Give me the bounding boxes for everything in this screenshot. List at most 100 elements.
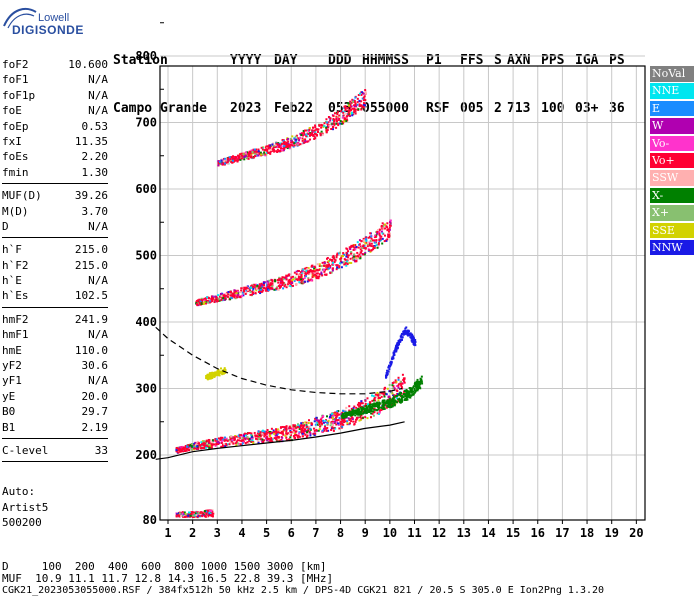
- param-label: foEp: [2, 119, 29, 133]
- y-tick-label: 500: [135, 249, 157, 263]
- echo-point: [325, 429, 328, 432]
- echo-point: [264, 281, 267, 284]
- echo-point: [245, 434, 248, 437]
- echo-point: [356, 241, 359, 244]
- echo-point: [195, 514, 198, 517]
- echo-point: [197, 304, 200, 307]
- echo-point: [197, 440, 200, 443]
- echo-point: [201, 440, 204, 443]
- echo-point: [261, 429, 264, 432]
- echo-point: [329, 258, 332, 261]
- echo-point: [356, 408, 359, 411]
- echo-point: [214, 444, 217, 447]
- echo-point: [290, 276, 293, 279]
- params-group-muf: MUF(D) 39.26 M(D) 3.70 D N/A: [2, 188, 108, 234]
- echo-point: [250, 432, 253, 435]
- echo-point: [257, 154, 260, 157]
- echo-point: [395, 395, 398, 398]
- echo-point: [211, 297, 214, 300]
- echo-point: [368, 405, 371, 408]
- echo-point: [294, 436, 297, 439]
- echo-point: [298, 425, 301, 428]
- echo-point: [194, 441, 197, 444]
- echo-point: [268, 437, 271, 440]
- echo-point: [368, 243, 371, 246]
- param-value: N/A: [88, 104, 108, 118]
- echo-point: [229, 298, 232, 301]
- echo-point: [237, 291, 240, 294]
- echo-point: [337, 419, 340, 422]
- echo-point: [311, 423, 314, 426]
- echo-point: [354, 414, 357, 417]
- echo-point: [242, 294, 245, 297]
- header-value: Campo Grande: [113, 101, 207, 116]
- echo-point: [253, 155, 256, 158]
- echo-point: [400, 334, 403, 337]
- echo-point: [196, 516, 199, 519]
- echo-point: [291, 428, 294, 431]
- echo-point: [369, 408, 372, 411]
- echo-point: [246, 441, 249, 444]
- echo-point: [244, 292, 247, 295]
- param-value: 3.70: [81, 204, 109, 218]
- echo-point: [227, 293, 230, 296]
- echo-point: [314, 423, 317, 426]
- echo-point: [257, 150, 260, 153]
- params-divider: [2, 461, 108, 463]
- echo-point: [223, 159, 226, 162]
- echo-point: [356, 101, 359, 104]
- echo-point: [318, 265, 321, 268]
- echo-point: [345, 251, 348, 254]
- echo-point: [235, 159, 238, 162]
- echo-point: [304, 421, 307, 424]
- echo-point: [282, 139, 285, 142]
- echo-point: [399, 339, 402, 342]
- header-label: AXN: [507, 53, 531, 68]
- echo-point: [201, 511, 204, 514]
- echo-point: [193, 514, 196, 517]
- echo-point: [364, 238, 367, 241]
- echo-point: [348, 246, 351, 249]
- echo-point: [400, 338, 403, 341]
- echo-point: [259, 287, 262, 290]
- echo-point: [187, 444, 190, 447]
- echo-point: [397, 339, 400, 342]
- echo-point: [202, 514, 205, 517]
- echo-point: [272, 429, 275, 432]
- echo-point: [316, 130, 319, 133]
- echo-point: [364, 89, 367, 92]
- echo-point: [368, 241, 371, 244]
- echo-point: [348, 422, 351, 425]
- echo-point: [356, 103, 359, 106]
- echo-point: [267, 439, 270, 442]
- echo-point: [177, 451, 180, 454]
- echo-point: [311, 275, 314, 278]
- echo-point: [320, 273, 323, 276]
- echo-point: [237, 159, 240, 162]
- echo-point: [276, 431, 279, 434]
- header-value: RSF: [426, 101, 450, 116]
- param-value: 0.53: [81, 119, 109, 133]
- echo-point: [215, 442, 218, 445]
- echo-point: [351, 98, 354, 101]
- echo-point: [229, 441, 232, 444]
- echo-point: [395, 389, 398, 392]
- echo-point: [375, 396, 378, 399]
- echo-point: [295, 278, 298, 281]
- echo-point: [360, 407, 363, 410]
- echo-point: [349, 257, 352, 260]
- echo-point: [403, 331, 406, 334]
- echo-point: [404, 330, 407, 333]
- echo-point: [297, 276, 300, 279]
- echo-point: [360, 251, 363, 254]
- echo-point: [278, 276, 281, 279]
- echo-point: [406, 398, 409, 401]
- echo-point: [244, 151, 247, 154]
- echo-point: [331, 415, 334, 418]
- echo-point: [255, 155, 258, 158]
- echo-point: [382, 404, 385, 407]
- echo-point: [311, 129, 314, 132]
- echo-point: [327, 429, 330, 432]
- echo-point: [267, 289, 270, 292]
- echo-point: [243, 153, 246, 156]
